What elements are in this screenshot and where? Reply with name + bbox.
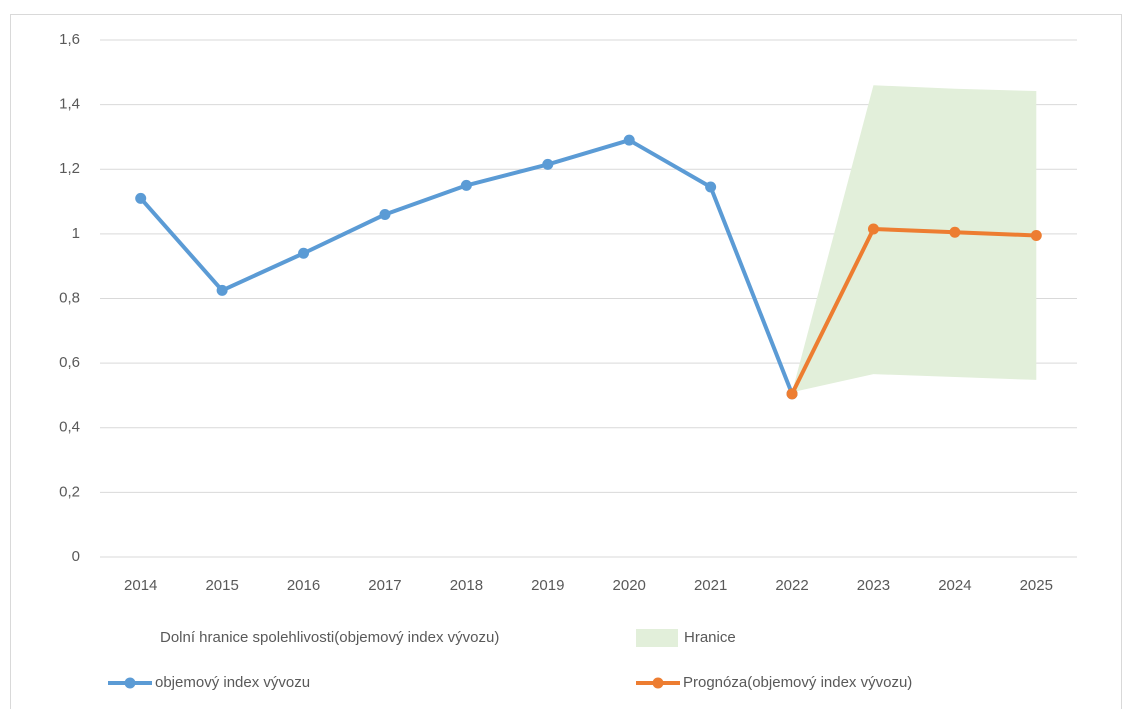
y-tick-label: 0 — [72, 548, 80, 565]
legend-label: Dolní hranice spolehlivosti(objemový ind… — [160, 629, 499, 646]
point — [379, 208, 391, 220]
point — [298, 247, 310, 259]
legend-label: Hranice — [684, 629, 736, 646]
y-tick-label: 0,6 — [59, 354, 80, 371]
y-tick-label: 1,6 — [59, 31, 80, 48]
x-tick-label: 2017 — [368, 577, 401, 594]
legend-marker — [652, 677, 664, 689]
x-tick-label: 2023 — [857, 577, 890, 594]
point — [460, 179, 472, 191]
point — [216, 284, 228, 296]
legend-marker — [124, 677, 136, 689]
point — [705, 181, 717, 193]
x-tick-label: 2016 — [287, 577, 320, 594]
point — [786, 388, 798, 400]
line — [790, 227, 1037, 395]
point — [867, 223, 879, 235]
legend-label: Prognóza(objemový index vývozu) — [683, 674, 912, 691]
x-tick-label: 2015 — [205, 577, 238, 594]
point — [949, 226, 961, 238]
x-tick-label: 2022 — [775, 577, 808, 594]
point — [542, 158, 554, 170]
y-tick-label: 0,4 — [59, 419, 80, 436]
y-tick-label: 1 — [72, 225, 80, 242]
legend-label: objemový index vývozu — [155, 674, 310, 691]
x-tick-label: 2014 — [124, 577, 157, 594]
point — [1030, 229, 1042, 241]
x-tick-label: 2021 — [694, 577, 727, 594]
x-tick-label: 2019 — [531, 577, 564, 594]
legend-swatch — [636, 629, 678, 647]
y-tick-label: 0,8 — [59, 289, 80, 306]
y-tick-label: 0,2 — [59, 483, 80, 500]
point — [623, 134, 635, 146]
y-tick-label: 1,4 — [59, 96, 80, 113]
x-tick-label: 2020 — [613, 577, 646, 594]
y-tick-label: 1,2 — [59, 160, 80, 177]
confidence-area — [792, 85, 1037, 393]
x-tick-label: 2025 — [1020, 577, 1053, 594]
x-tick-label: 2024 — [938, 577, 971, 594]
point — [135, 192, 147, 204]
x-tick-label: 2018 — [450, 577, 483, 594]
